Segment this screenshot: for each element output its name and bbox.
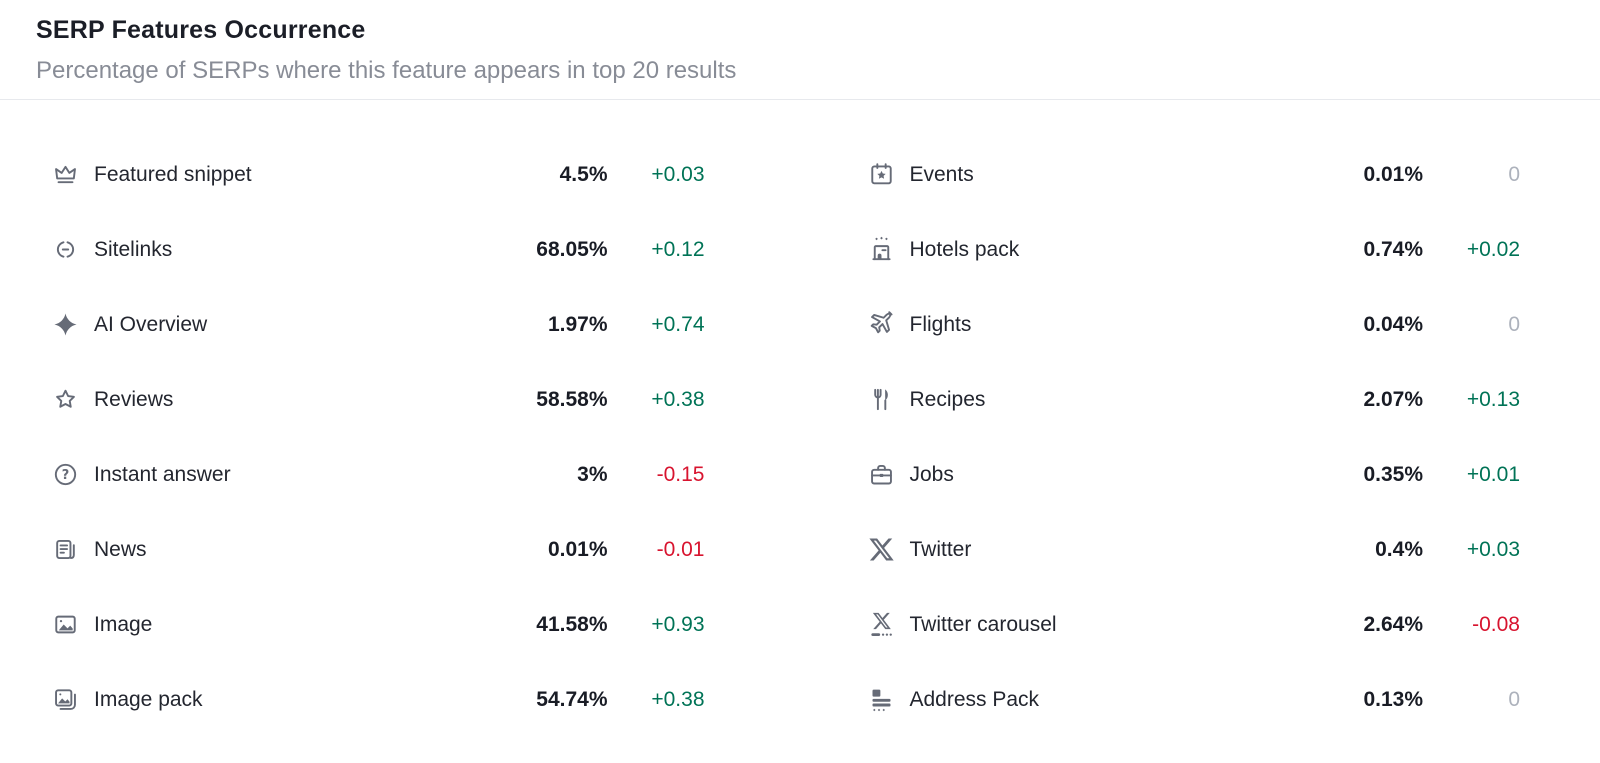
feature-change: +0.12	[651, 237, 705, 261]
feature-label: Twitter	[909, 537, 972, 561]
serp-feature-row: News 0.01% -0.01	[52, 512, 705, 587]
feature-value: 58.58%	[536, 387, 608, 411]
crown-icon	[52, 161, 79, 188]
feature-change: +0.38	[651, 687, 705, 711]
feature-change: -0.01	[656, 537, 705, 561]
image-icon	[52, 611, 79, 638]
feature-label: AI Overview	[94, 312, 208, 336]
feature-change: +0.13	[1466, 387, 1520, 411]
feature-label: Twitter carousel	[909, 612, 1057, 636]
serp-feature-row: Reviews 58.58% +0.38	[52, 362, 705, 437]
star-icon	[52, 386, 79, 413]
x-carousel-icon	[868, 611, 895, 638]
feature-value: 0.35%	[1363, 462, 1423, 486]
serp-feature-row: ? Instant answer 3% -0.15	[52, 437, 705, 512]
serp-feature-row: Twitter 0.4% +0.03	[868, 512, 1520, 587]
feature-label: Image	[94, 612, 153, 636]
panel-subtitle: Percentage of SERPs where this feature a…	[36, 57, 737, 84]
serp-feature-row: Hotels pack 0.74% +0.02	[868, 212, 1520, 287]
serp-feature-row: AI Overview 1.97% +0.74	[52, 287, 705, 362]
feature-change: +0.93	[651, 612, 705, 636]
briefcase-icon	[868, 461, 895, 488]
svg-text:?: ?	[62, 468, 70, 483]
feature-label: Hotels pack	[909, 237, 1020, 261]
feature-change: +0.38	[651, 387, 705, 411]
feature-label: Flights	[909, 312, 972, 336]
news-icon	[52, 536, 79, 563]
serp-feature-row: Flights 0.04% 0	[868, 287, 1520, 362]
feature-value: 68.05%	[536, 237, 608, 261]
restaurant-icon	[868, 386, 895, 413]
address-pack-icon	[868, 686, 895, 713]
feature-change: +0.03	[1466, 537, 1520, 561]
feature-change: -0.15	[656, 462, 705, 486]
feature-value: 0.13%	[1363, 687, 1423, 711]
column-right: Events 0.01% 0 Hotels pack 0.74% +0.02 Flights…	[868, 137, 1520, 737]
feature-change: 0	[1508, 312, 1520, 336]
feature-value: 54.74%	[536, 687, 608, 711]
serp-feature-row: Twitter carousel 2.64% -0.08	[868, 587, 1520, 662]
feature-label: Recipes	[909, 387, 986, 411]
serp-feature-row: Sitelinks 68.05% +0.12	[52, 212, 705, 287]
feature-label: Address Pack	[909, 687, 1040, 711]
feature-change: -0.08	[1472, 612, 1520, 636]
plane-icon	[868, 311, 895, 338]
column-left: Featured snippet 4.5% +0.03 Sitelinks 68.05%…	[52, 137, 705, 737]
feature-label: Jobs	[909, 462, 954, 486]
feature-label: Image pack	[94, 687, 203, 711]
image-pack-icon	[52, 686, 79, 713]
feature-change: +0.03	[651, 162, 705, 186]
feature-value: 0.74%	[1363, 237, 1423, 261]
feature-change: +0.02	[1466, 237, 1520, 261]
feature-label: Reviews	[94, 387, 174, 411]
serp-feature-row: Events 0.01% 0	[868, 137, 1520, 212]
feature-change: 0	[1508, 687, 1520, 711]
feature-value: 2.64%	[1363, 612, 1423, 636]
features-grid: Featured snippet 4.5% +0.03 Sitelinks 68.05%…	[0, 100, 1600, 737]
feature-value: 3%	[577, 462, 608, 486]
feature-change: 0	[1508, 162, 1520, 186]
feature-value: 0.01%	[547, 537, 608, 561]
feature-label: Sitelinks	[94, 237, 173, 261]
sitelinks-icon	[52, 236, 79, 263]
x-logo-icon	[868, 536, 895, 563]
serp-feature-row: Featured snippet 4.5% +0.03	[52, 137, 705, 212]
panel-title: SERP Features Occurrence	[36, 16, 366, 44]
panel-header: SERP Features Occurrence Percentage of S…	[0, 0, 1600, 100]
feature-value: 1.97%	[547, 312, 608, 336]
feature-label: News	[94, 537, 147, 561]
feature-value: 41.58%	[536, 612, 608, 636]
feature-label: Events	[909, 162, 974, 186]
calendar-star-icon	[868, 161, 895, 188]
serp-feature-row: Address Pack 0.13% 0	[868, 662, 1520, 737]
feature-change: +0.74	[651, 312, 705, 336]
serp-feature-row: Image 41.58% +0.93	[52, 587, 705, 662]
hotel-icon	[868, 236, 895, 263]
feature-label: Featured snippet	[94, 162, 252, 186]
feature-change: +0.01	[1466, 462, 1520, 486]
feature-value: 0.04%	[1363, 312, 1423, 336]
ai-overview-icon	[52, 311, 79, 338]
feature-value: 4.5%	[559, 162, 608, 186]
serp-feature-row: Recipes 2.07% +0.13	[868, 362, 1520, 437]
feature-value: 0.4%	[1375, 537, 1423, 561]
serp-feature-row: Jobs 0.35% +0.01	[868, 437, 1520, 512]
feature-label: Instant answer	[94, 462, 231, 486]
feature-value: 2.07%	[1363, 387, 1423, 411]
question-circle-icon: ?	[52, 461, 79, 488]
feature-value: 0.01%	[1363, 162, 1423, 186]
serp-feature-row: Image pack 54.74% +0.38	[52, 662, 705, 737]
